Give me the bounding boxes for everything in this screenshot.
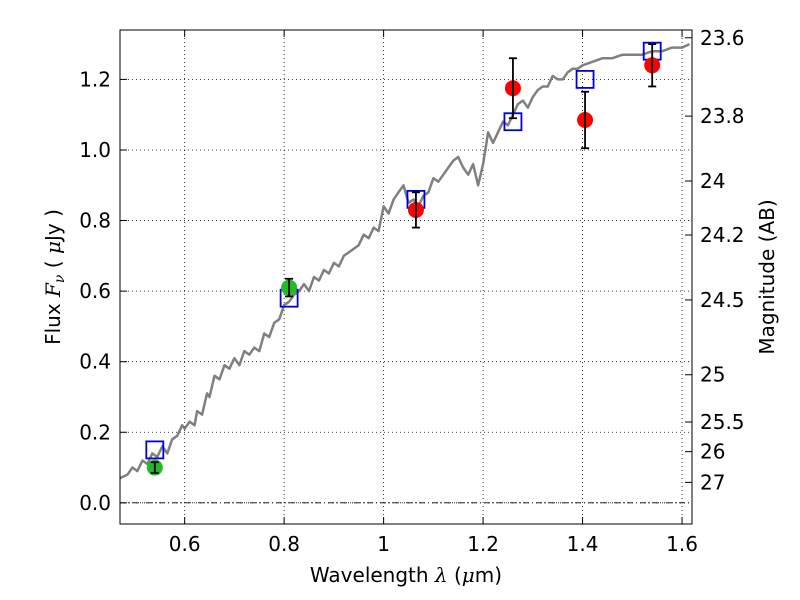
y2-tick-label: 27 [700, 470, 725, 494]
y-axis-title: Flux Fν ( μJy ) [41, 209, 68, 345]
grid-lines [120, 30, 692, 524]
y-tick-label: 0.0 [79, 491, 111, 515]
x-axis-title: Wavelength λ (μm) [310, 563, 502, 587]
model-sed-series [119, 42, 691, 480]
model-sed-line [119, 42, 691, 480]
y2-tick-label: 26 [700, 440, 725, 464]
x-tick-label: 0.6 [169, 532, 201, 556]
y-tick-label: 0.4 [79, 350, 111, 374]
y2-tick-label: 24 [700, 169, 725, 193]
y-tick-label: 0.6 [79, 279, 111, 303]
x-tick-label: 1.4 [567, 532, 599, 556]
y-tick-label: 0.2 [79, 420, 111, 444]
y-tick-label: 1.0 [79, 138, 111, 162]
model-photometry-marker [575, 70, 595, 89]
x-tick-label: 1 [377, 532, 390, 556]
data-markers [145, 41, 662, 476]
y2-tick-label: 23.8 [700, 104, 745, 128]
y2-tick-label: 24.2 [700, 223, 745, 247]
y-tick-label: 1.2 [79, 67, 111, 91]
y2-tick-label: 24.5 [700, 288, 745, 312]
y2-tick-label: 23.6 [700, 26, 745, 50]
y2-tick-label: 25 [700, 363, 725, 387]
right-axis-title: Magnitude (AB) [755, 199, 779, 354]
y-tick-label: 0.8 [79, 209, 111, 233]
x-tick-label: 1.6 [666, 532, 698, 556]
x-tick-label: 0.8 [268, 532, 300, 556]
model-photometry-marker [145, 440, 165, 460]
y2-tick-label: 25.5 [700, 410, 745, 434]
x-tick-label: 1.2 [467, 532, 499, 556]
plot-frame [119, 29, 693, 525]
axis-ticks: 0.6 0.8 1 1.2 1.4 1.6 0.0 0.2 0.4 0.6 0.8 1.0 1.2 23.… [79, 26, 744, 556]
